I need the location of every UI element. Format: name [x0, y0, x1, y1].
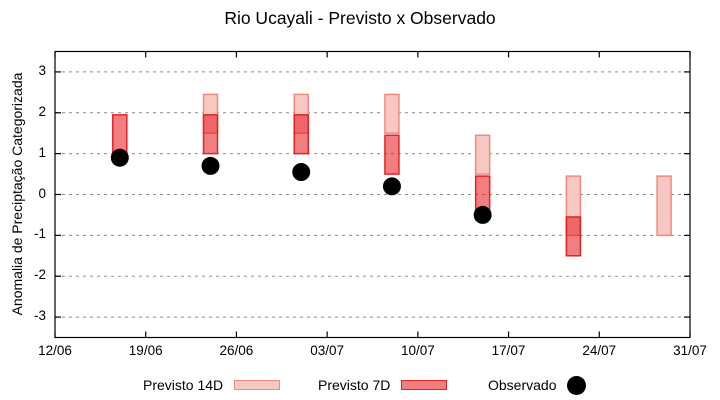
legend-swatch-previsto-14d-icon — [234, 380, 281, 390]
y-tick-label--3: -3 — [33, 308, 46, 324]
legend-label-observado: Observado — [488, 377, 557, 393]
previsto-7d-box-08/07 — [384, 134, 400, 175]
previsto-14d-box-08/07 — [384, 93, 400, 134]
legend-entry-previsto-14d: Previsto 14D — [143, 372, 281, 398]
x-tick-label-10-07: 10/07 — [400, 343, 435, 358]
observado-point-17/06 — [110, 148, 129, 167]
y-tick-label-3: 3 — [38, 62, 46, 78]
previsto-7d-box-01/07 — [293, 114, 309, 155]
legend-label-previsto-14d: Previsto 14D — [143, 377, 224, 393]
chart-title: Rio Ucayali - Previsto x Observado — [224, 8, 496, 28]
previsto-14d-box-29/07 — [656, 175, 672, 237]
previsto-7d-box-24/06 — [202, 114, 219, 155]
x-tick-label-12-06: 12/06 — [38, 343, 72, 358]
legend-label-previsto-7d: Previsto 7D — [318, 377, 391, 393]
observado-point-15/07 — [473, 205, 492, 224]
x-tick-label-31-07: 31/07 — [673, 343, 707, 358]
observado-point-01/07 — [292, 163, 311, 182]
y-tick-label-2: 2 — [38, 103, 46, 119]
x-tick-label-19-06: 19/06 — [128, 343, 163, 358]
previsto-7d-box-17/06 — [112, 114, 128, 155]
legend-entry-observado: Observado — [488, 372, 587, 398]
x-tick-label-17-07: 17/07 — [491, 343, 526, 358]
y-tick-label-1: 1 — [38, 144, 46, 160]
x-tick-label-24-07: 24/07 — [582, 343, 617, 358]
legend-dot-observado-icon — [567, 375, 587, 395]
previsto-14d-box-15/07 — [474, 134, 491, 175]
legend: Previsto 14D Previsto 7D Observado — [0, 372, 720, 398]
observado-point-08/07 — [382, 177, 401, 196]
x-tick-label-03-07: 03/07 — [310, 343, 345, 358]
previsto-7d-box-22/07 — [565, 216, 582, 257]
legend-entry-previsto-7d: Previsto 7D — [318, 372, 448, 398]
y-tick-label-0: 0 — [38, 185, 46, 201]
observado-point-24/06 — [201, 156, 220, 175]
y-tick-label--2: -2 — [33, 267, 46, 283]
x-tick-label-26-06: 26/06 — [219, 343, 254, 358]
y-tick-label--1: -1 — [33, 226, 46, 242]
legend-swatch-previsto-7d-icon — [401, 380, 448, 390]
